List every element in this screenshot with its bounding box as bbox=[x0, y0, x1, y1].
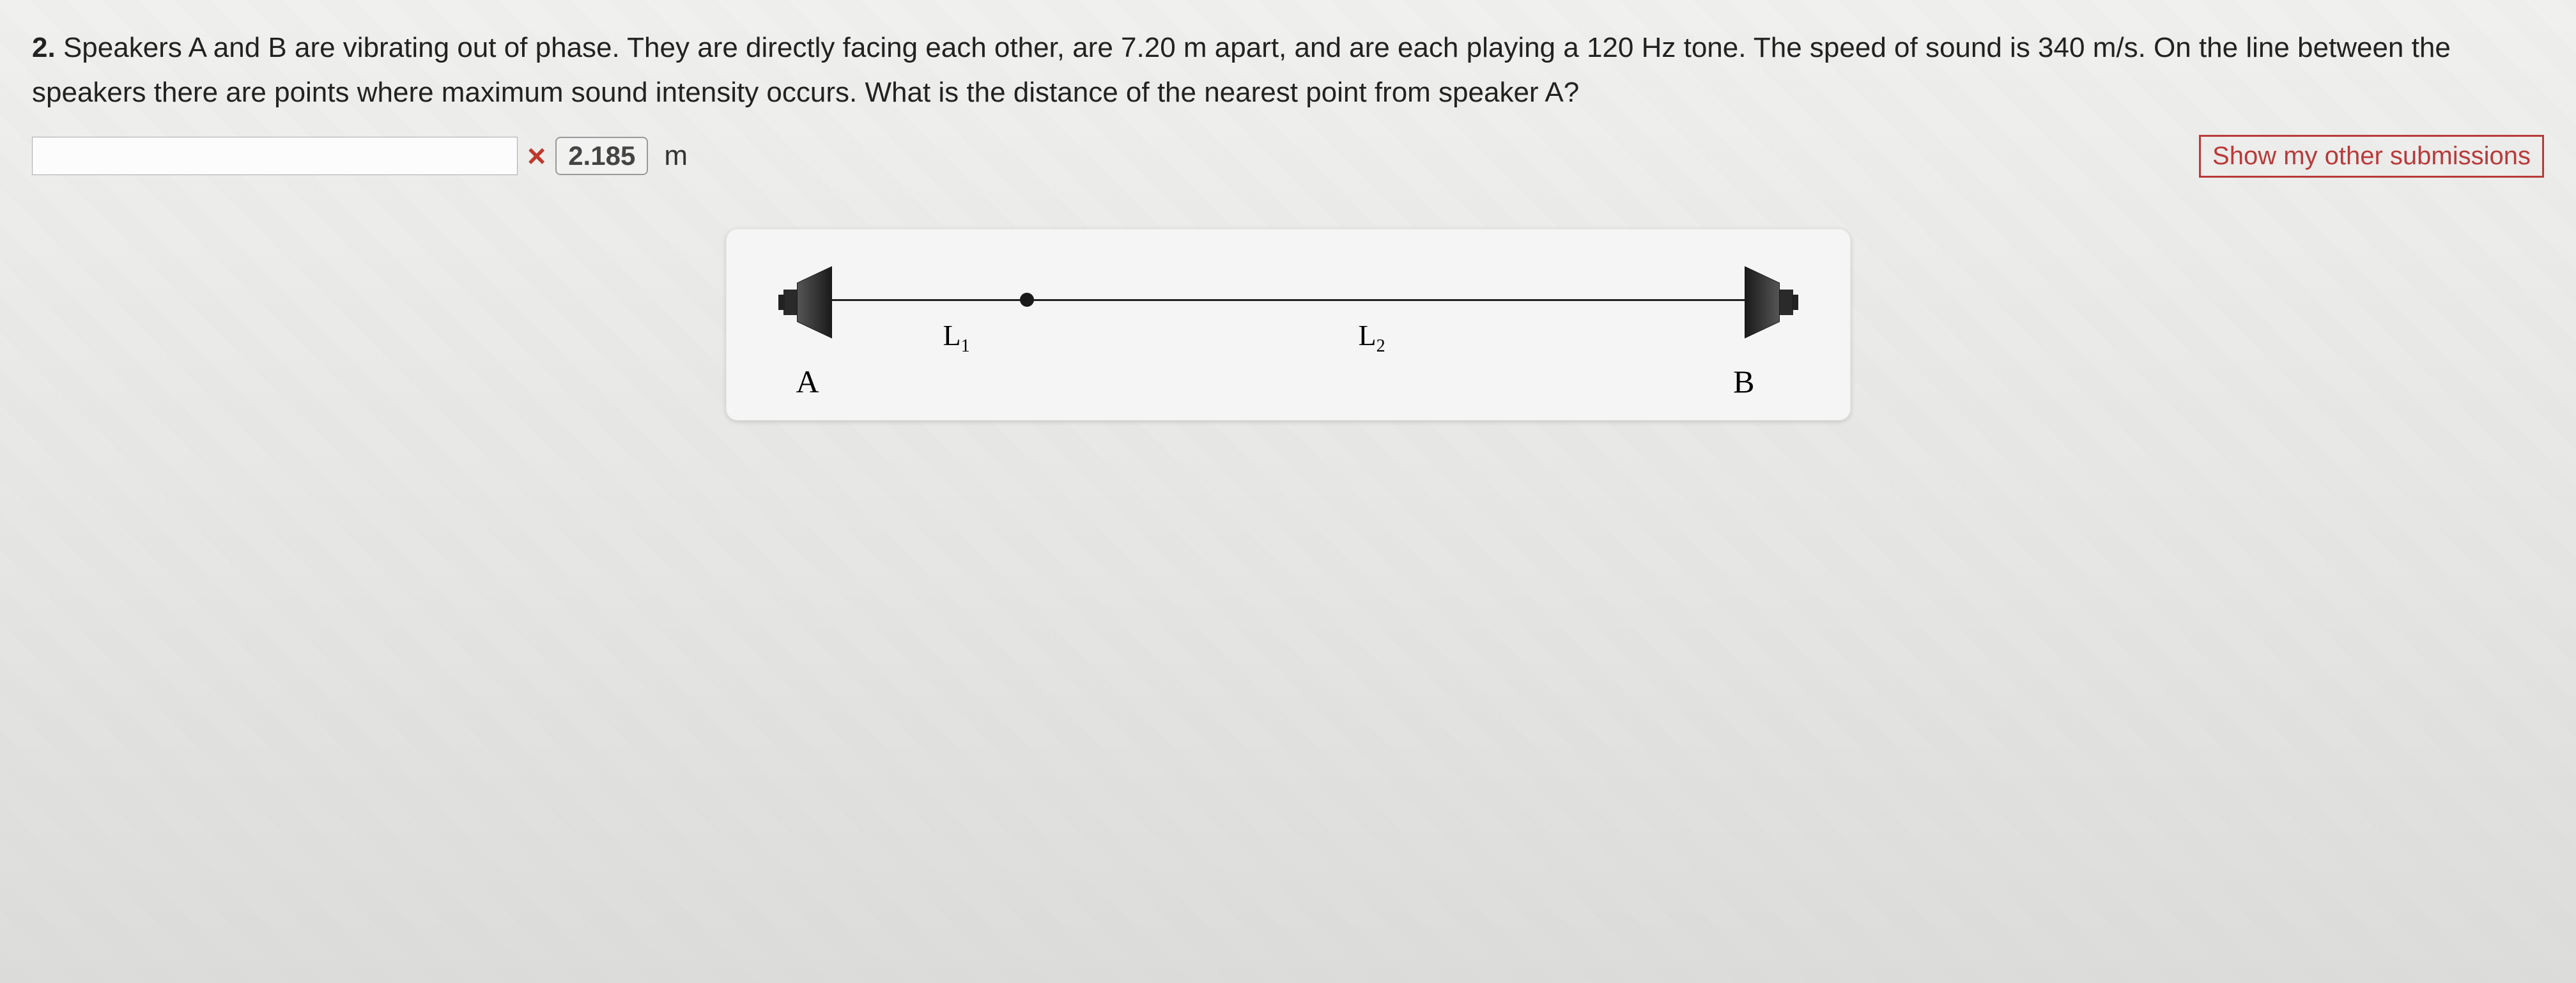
diagram-container: L1 L2 A B bbox=[32, 229, 2544, 421]
label-l2: L2 bbox=[1359, 318, 1385, 357]
question-number: 2. bbox=[32, 32, 56, 63]
answer-left-group: × 2.185 m bbox=[32, 137, 688, 175]
answer-input[interactable] bbox=[32, 137, 518, 175]
question-body: Speakers A and B are vibrating out of ph… bbox=[32, 32, 2451, 108]
diagram-box: L1 L2 A B bbox=[726, 229, 1851, 421]
l1-sub: 1 bbox=[961, 336, 970, 356]
answer-unit: m bbox=[664, 140, 688, 172]
answer-row: × 2.185 m Show my other submissions bbox=[32, 135, 2544, 178]
diagram-inner: L1 L2 A B bbox=[783, 254, 1793, 389]
l2-main: L bbox=[1359, 319, 1377, 352]
incorrect-icon: × bbox=[527, 137, 546, 174]
point-marker bbox=[1020, 293, 1034, 307]
l1-main: L bbox=[943, 319, 961, 352]
l2-sub: 2 bbox=[1377, 336, 1385, 356]
connecting-line bbox=[822, 299, 1755, 301]
speaker-a-icon bbox=[771, 264, 847, 357]
label-l1: L1 bbox=[943, 318, 970, 357]
label-speaker-b: B bbox=[1733, 363, 1754, 400]
label-speaker-a: A bbox=[796, 363, 819, 400]
expected-answer-box: 2.185 bbox=[555, 137, 648, 175]
speaker-b-icon bbox=[1729, 264, 1806, 357]
question-text: 2. Speakers A and B are vibrating out of… bbox=[32, 26, 2544, 116]
show-submissions-button[interactable]: Show my other submissions bbox=[2199, 135, 2544, 178]
